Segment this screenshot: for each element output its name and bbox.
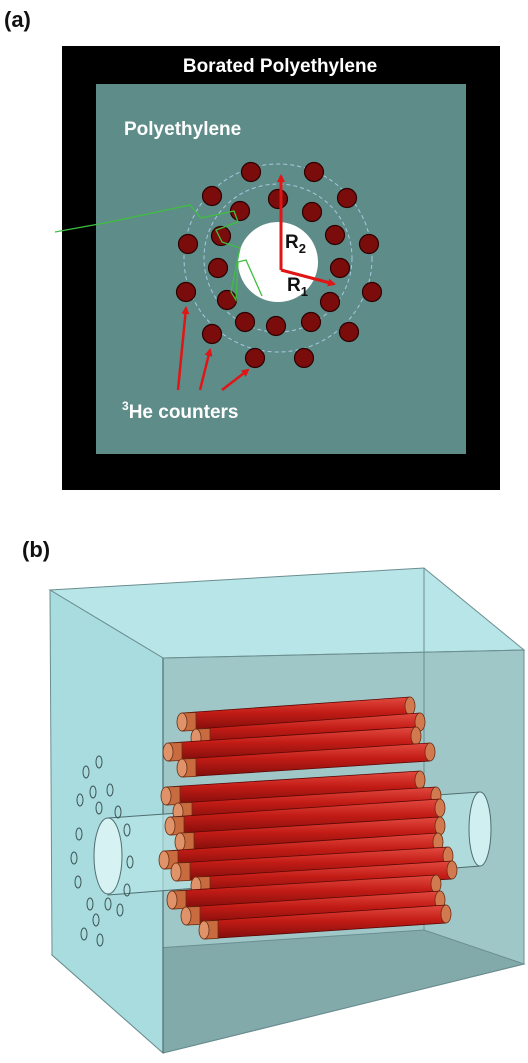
tube-end-far <box>468 791 492 867</box>
hole <box>95 755 103 769</box>
panel-b-3d-view <box>48 567 526 1055</box>
hole <box>104 897 112 911</box>
inner-ring-guide <box>203 183 353 333</box>
counter <box>319 291 341 313</box>
hole <box>76 793 84 807</box>
counter <box>361 281 383 303</box>
callout-arrow-1 <box>176 306 190 391</box>
counter-tube <box>176 742 436 778</box>
central-borehole <box>238 222 318 302</box>
hole <box>74 875 82 889</box>
panel-a-cross-section: Borated Polyethylene Polyethylene <box>54 46 500 490</box>
counter <box>201 185 223 207</box>
hole <box>116 903 124 917</box>
counter <box>177 233 199 255</box>
counter <box>267 188 289 210</box>
counter <box>293 347 315 369</box>
r1-arrow <box>280 268 336 287</box>
r1-label: R1 <box>287 275 308 299</box>
hole <box>89 785 97 799</box>
counter <box>265 315 287 337</box>
hole <box>70 851 78 865</box>
counter <box>234 311 256 333</box>
counter <box>338 321 360 343</box>
hole <box>86 897 94 911</box>
hole <box>92 913 100 927</box>
hole <box>95 801 103 815</box>
hole <box>126 855 134 869</box>
counter <box>336 187 358 209</box>
callout-arrow-2 <box>198 348 213 391</box>
counter-tubes <box>158 696 458 940</box>
hole <box>106 783 114 797</box>
hole <box>80 927 88 941</box>
callout-arrow-3 <box>221 368 250 391</box>
hole <box>123 883 131 897</box>
counter <box>300 311 322 333</box>
counter-tube <box>198 904 452 940</box>
neutron-track <box>54 204 263 303</box>
hole <box>123 823 131 837</box>
counter <box>301 201 323 223</box>
counter <box>329 257 351 279</box>
he3-counters-label: 3He counters <box>122 399 239 423</box>
hole <box>114 805 122 819</box>
panel-a-label: (a) <box>4 7 31 32</box>
panel-b-label: (b) <box>22 537 50 562</box>
counter <box>358 233 380 255</box>
outer-ring-guide <box>183 163 373 353</box>
counter <box>201 323 223 345</box>
hole <box>96 933 104 947</box>
borated-polyethylene-label: Borated Polyethylene <box>183 56 377 77</box>
counter-tube <box>180 890 446 926</box>
tube-end-near <box>93 817 123 895</box>
hole <box>75 827 83 841</box>
counter <box>210 225 232 247</box>
counter-tube <box>176 696 416 732</box>
counter <box>216 289 238 311</box>
hole <box>82 765 90 779</box>
counter-holes <box>70 755 134 947</box>
counter <box>303 161 325 183</box>
polyethylene-label: Polyethylene <box>124 119 241 140</box>
counter <box>175 281 197 303</box>
counter <box>244 347 266 369</box>
counter <box>240 161 262 183</box>
r2-label: R2 <box>285 232 306 256</box>
counter <box>324 224 346 246</box>
counter <box>207 257 229 279</box>
